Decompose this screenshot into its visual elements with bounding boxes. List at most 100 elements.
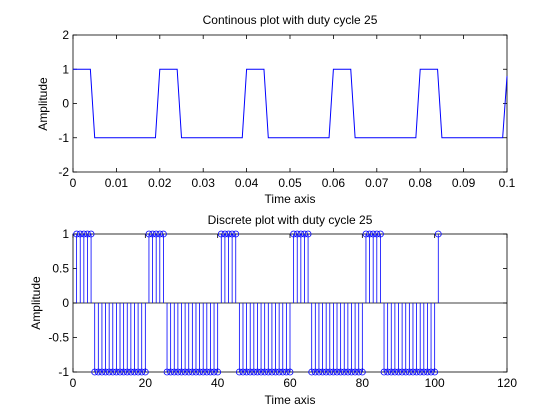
x-tick-label: 0.08 [409,176,433,190]
stem-marker [94,368,102,376]
stem-marker [348,368,355,376]
y-tick-label: 0 [62,97,69,111]
stem-marker [434,230,442,238]
stem-marker [87,230,95,238]
y-tick-label: -2 [58,165,69,179]
stem-marker [138,368,146,376]
stem-marker [315,368,323,376]
stem-marker [268,368,276,376]
stem-marker [308,368,316,376]
stem-marker [413,368,420,376]
stem-marker [254,368,261,376]
stem-marker [272,368,279,376]
x-tick-label: 0.07 [365,176,389,190]
discrete-plot: Discrete plot with duty cycle 25 0 20 40 60… [29,213,517,407]
stem-marker [160,230,167,238]
x-tick-label: 120 [497,376,517,390]
continuous-plot-axes-box [72,34,508,173]
stem-marker [76,230,84,238]
stem-marker [355,368,363,376]
stem-marker [311,368,319,376]
discrete-plot-series [73,230,507,376]
continuous-plot-title: Continous plot with duty cycle 25 [203,13,378,27]
stem-marker [170,368,178,376]
y-tick-label: 1 [62,62,69,76]
stem-marker [225,230,232,238]
stem-marker [431,368,439,376]
x-tick-label: 100 [425,376,445,390]
stem-marker [149,230,156,238]
stem-marker [380,368,388,376]
x-tick-label: 0.05 [278,176,302,190]
stem-marker [301,230,308,238]
discrete-plot-y-axis-label: Amplitude [29,276,43,330]
stem-marker [275,368,283,376]
continuous-plot-series [73,68,508,139]
stem-marker [329,368,337,376]
stem-marker [141,368,149,376]
x-tick-label: 0.03 [192,176,216,190]
stem-marker [297,230,305,238]
stem-marker [199,368,207,376]
continuous-plot-y-tick-labels: -2 -1 0 1 2 [58,28,69,179]
stem-marker [322,368,330,376]
stem-marker [351,368,359,376]
stem-marker [409,368,417,376]
stem-marker [91,368,99,376]
stem-marker [196,368,203,376]
stem-marker [214,368,222,376]
stem-marker [221,230,229,238]
stem-marker [192,368,200,376]
stem-marker [116,368,124,376]
stem-marker [134,368,142,376]
discrete-plot-title: Discrete plot with duty cycle 25 [208,213,373,227]
stem-marker [203,368,211,376]
stem-marker [228,230,236,238]
stem-marker [235,368,243,376]
y-tick-label: -0.5 [48,331,69,345]
discrete-plot-y-tick-labels: -1 -0.5 0 0.5 1 [48,227,69,379]
stem-marker [293,230,301,238]
stem-marker [373,230,381,238]
stem-marker [80,230,88,238]
x-tick-label: 0.06 [322,176,346,190]
stem-marker [239,368,247,376]
continuous-series-line [73,68,508,139]
stem-marker [377,230,384,238]
stem-marker [279,368,287,376]
x-tick-label: 0.1 [499,176,516,190]
y-tick-label: 2 [62,28,69,42]
x-tick-label: 0 [70,376,77,390]
stem-marker [232,230,240,238]
stem-marker [207,368,214,376]
discrete-plot-x-tick-labels: 0 20 40 60 80 100 120 [70,376,518,390]
stem-marker [73,230,81,238]
stem-marker [290,230,298,238]
x-tick-label: 0.02 [148,176,172,190]
x-tick-label: 20 [139,376,153,390]
stem-marker [98,368,106,376]
stem-marker [217,230,225,238]
stem-marker [127,368,135,376]
x-tick-label: 0.01 [105,176,129,190]
y-tick-label: -1 [58,365,69,379]
stem-marker [261,368,269,376]
y-tick-label: 1 [62,227,69,241]
stem-marker [337,368,345,376]
stem-marker [326,368,334,376]
x-tick-label: 80 [356,376,370,390]
stem-marker [340,368,348,376]
stem-marker [105,368,113,376]
stem-marker [366,230,373,238]
x-tick-label: 0.04 [235,176,259,190]
stem-marker [387,368,395,376]
stem-marker [398,368,406,376]
stem-marker [156,230,164,238]
stem-marker [163,368,171,376]
stem-marker [102,368,109,376]
stem-marker [123,368,131,376]
stem-marker [319,368,326,376]
continuous-plot-x-axis-label: Time axis [265,192,316,206]
stem-marker [344,368,352,376]
stem-marker [427,368,435,376]
